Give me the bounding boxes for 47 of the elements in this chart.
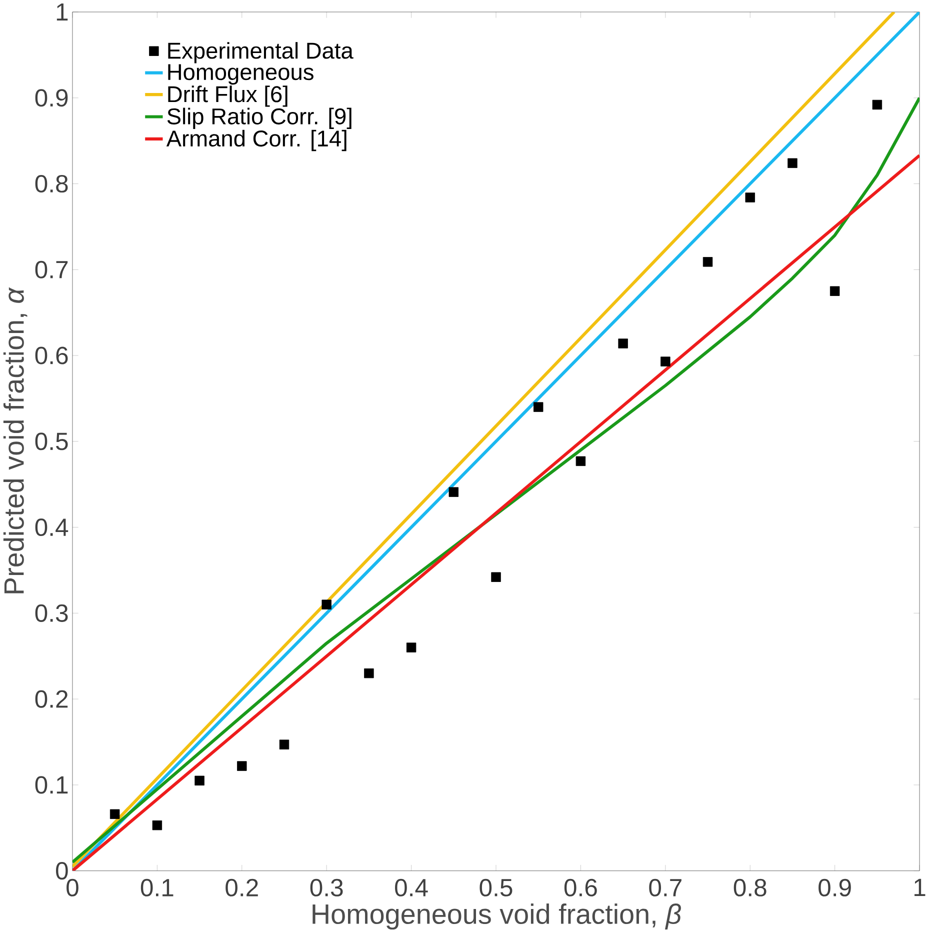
x-tick-label: 1 bbox=[914, 878, 926, 896]
x-tick-label: 0.2 bbox=[226, 878, 258, 896]
x-tick-label: 0.8 bbox=[734, 878, 766, 896]
y-tick-label: 0 bbox=[56, 862, 68, 880]
point bbox=[491, 572, 501, 582]
point bbox=[364, 668, 374, 678]
y-tick-label: 0.9 bbox=[35, 89, 68, 107]
legend-label: Armand Corr. [14] bbox=[166, 130, 346, 152]
point bbox=[534, 402, 544, 412]
point bbox=[576, 456, 586, 466]
point bbox=[788, 158, 798, 168]
point bbox=[745, 192, 756, 202]
point bbox=[702, 257, 713, 267]
point bbox=[872, 100, 882, 110]
legend-label: Experimental Data bbox=[168, 42, 354, 64]
point bbox=[279, 740, 290, 750]
legend-label: Drift Flux [6] bbox=[168, 86, 288, 107]
point bbox=[194, 776, 204, 786]
point bbox=[406, 642, 416, 652]
y-axis-title: Predicted void fraction, α bbox=[3, 287, 28, 594]
x-tick-label: 0.5 bbox=[480, 878, 512, 896]
legend-label: Homogeneous bbox=[168, 64, 314, 85]
x-tick-label: 0.4 bbox=[395, 878, 428, 896]
point bbox=[660, 356, 670, 366]
point bbox=[237, 761, 247, 771]
y-tick-label: 0.4 bbox=[35, 518, 68, 536]
y-tick-label: 1 bbox=[56, 3, 68, 21]
y-tick-label: 0.1 bbox=[35, 776, 68, 794]
point bbox=[152, 820, 162, 830]
x-axis-title: Homogeneous void fraction, β bbox=[312, 904, 682, 930]
point bbox=[830, 286, 840, 296]
point bbox=[322, 600, 332, 610]
legend-label: Slip Ratio Corr. [9] bbox=[167, 108, 352, 129]
point bbox=[618, 338, 628, 348]
y-tick-label: 0.2 bbox=[35, 690, 68, 708]
y-tick-label: 0.8 bbox=[35, 174, 68, 193]
y-tick-label: 0.7 bbox=[35, 260, 68, 278]
x-tick-label: 0.9 bbox=[818, 878, 851, 896]
y-tick-label: 0.6 bbox=[35, 346, 68, 364]
y-tick-label: 0.5 bbox=[35, 432, 68, 450]
x-tick-label: 0.7 bbox=[649, 878, 682, 896]
point bbox=[110, 809, 120, 819]
x-tick-label: 0.1 bbox=[140, 878, 174, 896]
point bbox=[448, 487, 459, 497]
x-tick-label: 0.6 bbox=[564, 878, 597, 896]
x-tick-label: 0.3 bbox=[310, 878, 343, 896]
y-tick-label: 0.3 bbox=[35, 604, 68, 622]
